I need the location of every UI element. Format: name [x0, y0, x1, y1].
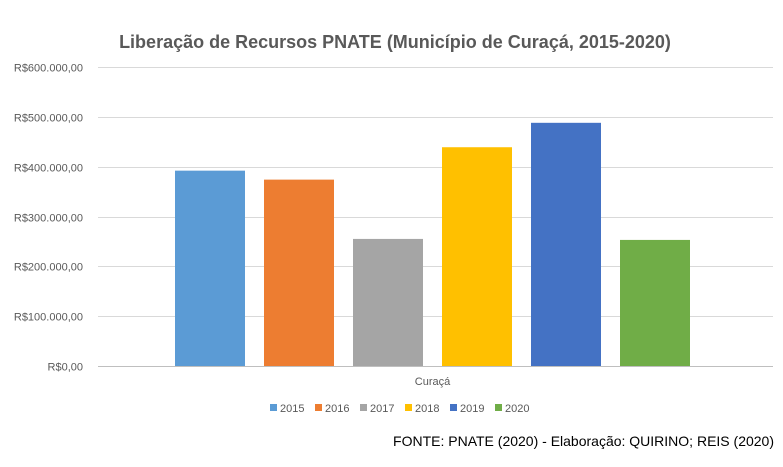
bar-2017: [353, 238, 423, 366]
y-tick-label: R$300.000,00: [14, 213, 83, 225]
x-axis-category-labels: Curaçá: [415, 376, 451, 388]
y-tick-label: R$500.000,00: [14, 113, 83, 125]
bar-2020: [620, 239, 690, 366]
bar-chart: Liberação de Recursos PNATE (Município d…: [14, 32, 773, 415]
bar-2015: [175, 170, 245, 366]
bars: [175, 122, 690, 367]
legend-swatch-2019: [450, 404, 457, 411]
legend-swatch-2015: [270, 404, 277, 411]
legend-label-2020: 2020: [505, 403, 529, 415]
legend-label-2015: 2015: [280, 403, 304, 415]
y-tick-label: R$400.000,00: [14, 163, 83, 175]
y-tick-label: R$200.000,00: [14, 262, 83, 274]
bar-2016: [264, 179, 334, 366]
y-tick-label: R$600.000,00: [14, 63, 83, 75]
chart-title: Liberação de Recursos PNATE (Município d…: [119, 32, 671, 52]
legend-swatch-2018: [405, 404, 412, 411]
legend-label-2018: 2018: [415, 403, 439, 415]
y-axis-tick-labels: R$0,00 R$100.000,00 R$200.000,00 R$300.000,…: [14, 63, 83, 374]
legend-label-2016: 2016: [325, 403, 349, 415]
legend-swatch-2017: [360, 404, 367, 411]
legend-swatch-2016: [315, 404, 322, 411]
bar-2019: [531, 122, 601, 367]
legend-label-2017: 2017: [370, 403, 394, 415]
source-note: FONTE: PNATE (2020) - Elaboração: QUIRIN…: [393, 433, 774, 449]
x-category-label: Curaçá: [415, 376, 451, 388]
y-tick-label: R$0,00: [48, 362, 83, 374]
y-tick-label: R$100.000,00: [14, 312, 83, 324]
legend-label-2019: 2019: [460, 403, 484, 415]
legend: 2015 2016 2017 2018 2019 2020: [270, 403, 529, 415]
legend-swatch-2020: [495, 404, 502, 411]
bar-2018: [442, 147, 512, 366]
